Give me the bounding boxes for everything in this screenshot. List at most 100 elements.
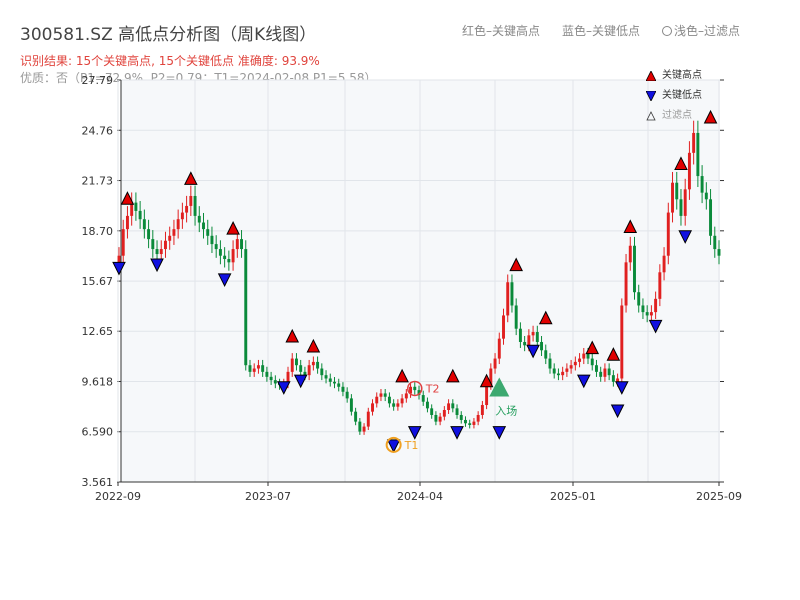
candle-body [316, 361, 320, 369]
t1-label: T1 [404, 439, 419, 452]
red-triangle-up-icon [646, 71, 656, 81]
candle-body [493, 358, 497, 369]
candle-body [121, 229, 125, 256]
chart-legend: 关键高点 关键低点 过滤点 [646, 66, 702, 126]
candle-body [633, 245, 636, 293]
key-low-marker [293, 374, 308, 389]
candle-body [696, 132, 700, 177]
candle-body [176, 219, 180, 230]
candle-body [328, 378, 332, 382]
candle-body [637, 292, 641, 306]
candle-body [683, 189, 687, 216]
key-low-marker [492, 426, 507, 440]
candle-body [586, 353, 590, 359]
candle-body [206, 229, 210, 236]
key-low-marker [276, 381, 291, 395]
candle-body [341, 386, 345, 392]
candle-body [518, 328, 522, 342]
key-high-marker [285, 328, 300, 343]
hollow-circle-icon [662, 26, 673, 36]
blue-triangle-down-icon [646, 91, 656, 101]
candle-body [354, 411, 358, 422]
candle-body [700, 176, 704, 193]
candle-body [256, 365, 260, 369]
chart-title: 300581.SZ 高低点分析图（周K线图） [20, 25, 317, 45]
candle-body [231, 249, 235, 263]
y-tick-label: 9.618 [82, 376, 114, 389]
legend-blue-label: 蓝色–关键低点 [562, 24, 641, 38]
candle-body [692, 132, 696, 153]
candle-body [324, 375, 328, 379]
candle-body [535, 332, 539, 342]
candle-body [413, 386, 417, 391]
candle-body [455, 408, 459, 415]
candle-body [307, 365, 311, 376]
candle-body [379, 393, 383, 397]
candle-body [164, 240, 167, 250]
candle-body [286, 371, 290, 384]
candle-body [464, 419, 467, 424]
candle-body [155, 249, 159, 255]
key-low-marker [576, 374, 591, 389]
candle-body [476, 414, 480, 422]
candle-body [561, 371, 565, 376]
candle-body [362, 426, 366, 432]
candle-body [134, 202, 138, 211]
y-tick-label: 21.73 [82, 175, 114, 188]
key-low-marker [150, 258, 164, 273]
candle-body [320, 368, 324, 376]
key-high-marker [538, 310, 553, 325]
y-tick-label: 18.70 [82, 225, 114, 238]
candle-body [666, 212, 670, 256]
candle-body [717, 249, 721, 256]
candle-body [556, 373, 560, 376]
key-low-marker [678, 230, 693, 244]
y-tick-label: 3.561 [82, 476, 114, 489]
legend-filtered-label: 浅色–过滤点 [674, 24, 741, 38]
candle-body [417, 390, 421, 396]
candle-body [421, 395, 425, 402]
candle-body [168, 235, 172, 241]
candle-body [628, 245, 632, 263]
x-tick-label: 2024-04 [397, 490, 443, 503]
candle-body [447, 403, 451, 411]
y-tick-label: 24.76 [82, 124, 114, 137]
candle-body [227, 259, 231, 263]
candle-body [531, 332, 535, 336]
candle-body [290, 358, 294, 372]
candle-body [396, 403, 400, 407]
candle-body [645, 312, 649, 316]
candle-body [679, 199, 683, 216]
candle-body [218, 249, 222, 256]
key-high-marker [306, 338, 321, 353]
candle-body [235, 239, 239, 250]
key-low-marker [615, 381, 629, 395]
candle-body [548, 358, 552, 369]
candle-body [303, 371, 307, 376]
candle-body [506, 282, 510, 316]
top-legend: 红色–关键高点 蓝色–关键低点 浅色–过滤点 [462, 22, 740, 39]
candle-body [248, 365, 252, 372]
candle-body [459, 414, 463, 420]
y-tick-label: 27.79 [82, 74, 114, 87]
candle-body [371, 403, 374, 412]
key-low-marker [526, 344, 540, 359]
candle-body [404, 393, 408, 399]
candle-body [489, 368, 493, 386]
candle-body [649, 312, 653, 316]
y-tick-label: 12.65 [82, 325, 114, 338]
candle-body [425, 401, 429, 409]
candle-body [527, 335, 531, 346]
key-high-marker [395, 368, 409, 383]
legend-filtered-row: 过滤点 [646, 106, 702, 126]
candle-body [662, 255, 666, 273]
key-low-marker [386, 439, 401, 453]
candle-body [573, 361, 577, 366]
candle-body [400, 398, 404, 404]
candle-body [502, 315, 505, 339]
x-tick-label: 2022-09 [95, 490, 141, 503]
key-high-marker [509, 257, 523, 272]
candle-body [442, 410, 446, 417]
candle-body [578, 358, 582, 362]
